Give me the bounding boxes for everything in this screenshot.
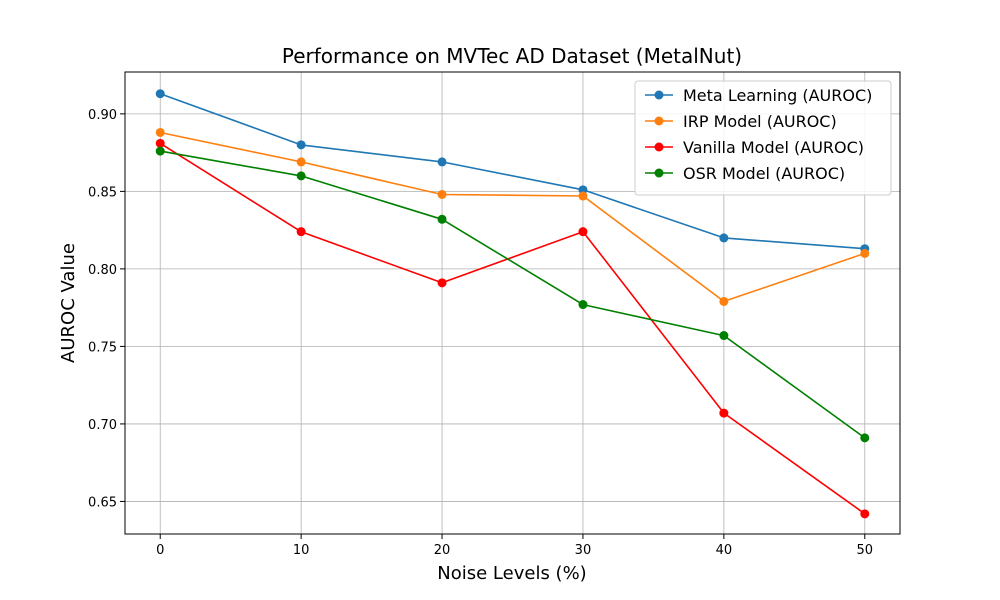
y-tick-label: 0.80 [88,263,117,278]
legend-entry: OSR Model (AUROC) [645,164,845,183]
series-2 [155,138,870,519]
data-point [155,138,165,148]
data-point [578,227,588,237]
series-line [160,150,866,439]
data-point [296,171,306,181]
data-point [155,127,165,137]
x-axis-label: Noise Levels (%) [437,563,586,584]
legend-label: Vanilla Model (AUROC) [683,138,864,157]
data-point [860,509,870,519]
legend-label: Meta Learning (AUROC) [683,86,872,105]
data-point [155,146,165,156]
data-point [719,331,729,341]
data-point [296,157,306,167]
data-point [437,157,447,167]
series-1 [155,127,870,306]
series-line [159,142,866,515]
legend-swatch-marker [654,90,664,100]
y-tick-label: 0.65 [88,495,117,510]
data-point [719,296,729,306]
data-point [860,433,870,443]
y-tick-label: 0.85 [88,185,117,200]
legend: Meta Learning (AUROC) IRP Model (AUROC) Va… [634,80,892,196]
data-point [296,227,306,237]
x-tick-label: 10 [293,543,310,558]
data-point [155,89,165,99]
y-tick-label: 0.75 [88,340,117,355]
legend-swatch-marker [654,142,664,152]
data-point [437,189,447,199]
data-point [578,300,588,310]
y-tick-label: 0.90 [88,108,117,123]
legend-label: IRP Model (AUROC) [683,112,837,131]
data-point [719,233,729,243]
series-3 [155,146,870,443]
y-tick-label: 0.70 [88,418,117,433]
legend-entry: Vanilla Model (AUROC) [645,138,864,157]
series-lines [155,89,870,519]
y-axis-label: AUROC Value [58,243,79,363]
data-point [578,185,588,195]
data-point [296,140,306,150]
legend-swatch-marker [654,168,664,178]
data-point [860,248,870,258]
series-line [159,92,865,250]
plot-frame [124,71,901,535]
x-tick-label: 40 [716,543,733,558]
data-point [437,214,447,224]
x-tick-label: 50 [856,543,873,558]
x-tick-label: 30 [575,543,592,558]
data-point [437,278,447,288]
x-tick-label: 0 [156,543,164,558]
chart-title: Performance on MVTec AD Dataset (MetalNu… [282,44,742,68]
axis-ticks: 0 10 20 30 40 50 0.65 0.70 0.75 0.80 0.85 0.90 [88,108,873,558]
x-tick-label: 20 [434,543,451,558]
legend-swatch-marker [654,116,664,126]
legend-label: OSR Model (AUROC) [683,164,845,183]
legend-entry: IRP Model (AUROC) [645,112,837,131]
data-point [578,191,588,201]
legend-box [634,80,892,196]
series-line [160,131,866,303]
legend-entry: Meta Learning (AUROC) [645,86,872,105]
data-point [719,408,729,418]
